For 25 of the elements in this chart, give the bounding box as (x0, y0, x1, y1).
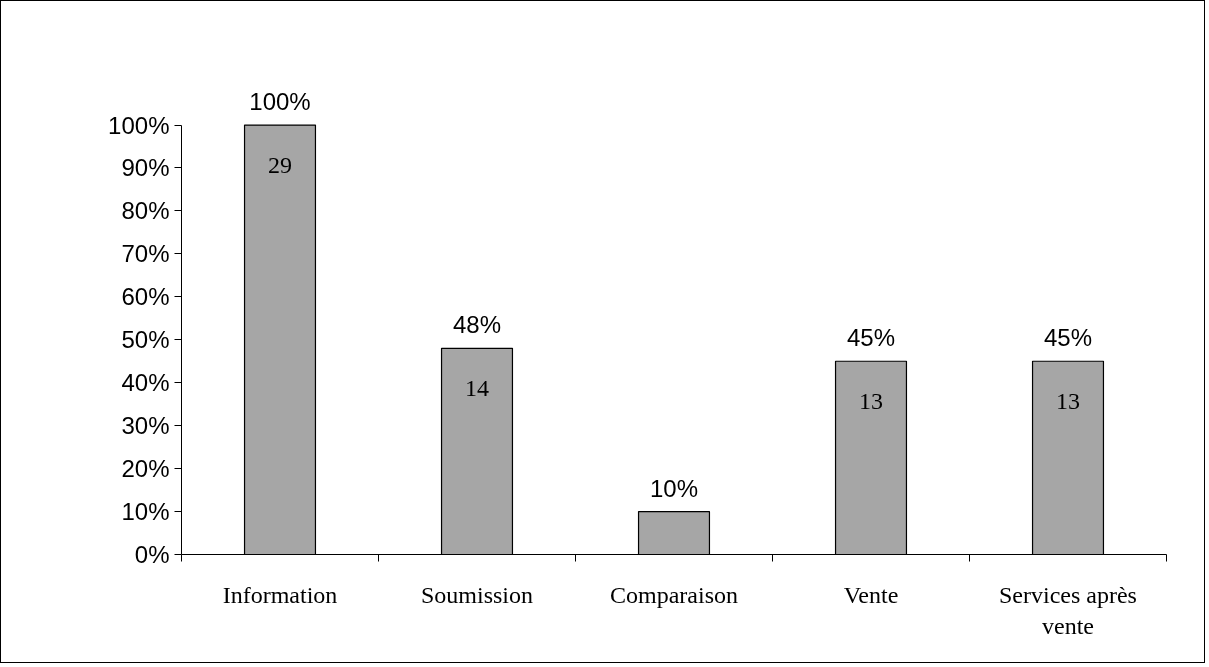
y-tick-label: 100% (108, 111, 170, 139)
data-label: 45% (1043, 324, 1093, 352)
annotation: 13 (1056, 387, 1080, 414)
data-label: 45% (846, 324, 896, 352)
annotation: 29 (268, 151, 292, 178)
x-tick-label: Soumission (420, 581, 534, 608)
data-label: 10% (649, 474, 699, 502)
y-tick-label: 10% (121, 498, 170, 526)
y-tick-label: 0% (134, 541, 170, 568)
x-tick-label: Vente (843, 581, 899, 608)
x-tick-label: Comparaison (610, 581, 738, 608)
x-tick-label: Information (222, 581, 338, 608)
y-tick-label: 50% (121, 326, 170, 354)
y-tick-label: 20% (121, 455, 170, 483)
y-tick-label: 90% (121, 154, 170, 182)
y-tick-label: 30% (121, 412, 170, 440)
x-tick-label: Services après vente (999, 581, 1137, 639)
annotation: 13 (859, 387, 883, 414)
data-label: 48% (452, 311, 502, 339)
y-tick-label: 40% (121, 369, 170, 397)
y-tick-label: 70% (121, 240, 170, 268)
annotation: 14 (465, 374, 489, 401)
data-label: 100% (249, 88, 311, 116)
y-tick-label: 80% (121, 197, 170, 225)
y-tick-label: 60% (121, 283, 170, 311)
